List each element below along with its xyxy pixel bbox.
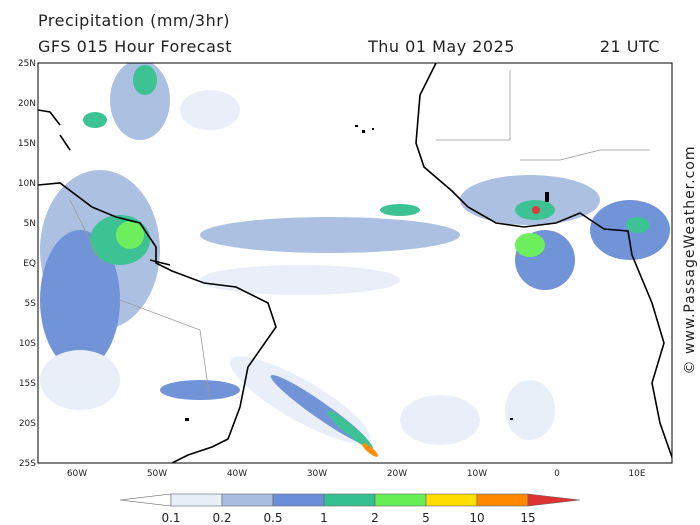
legend bbox=[119, 493, 581, 507]
legend-labels: 0.1 0.2 0.5 1 2 5 10 15 bbox=[161, 511, 535, 525]
title: Precipitation (mm/3hr) bbox=[38, 11, 230, 30]
lat-label: 15S bbox=[19, 379, 36, 389]
map bbox=[38, 63, 672, 463]
legend-label: 0.5 bbox=[263, 511, 282, 525]
subtitle: GFS 015 Hour Forecast bbox=[38, 37, 232, 56]
legend-label: 0.1 bbox=[161, 511, 180, 525]
legend-label: 2 bbox=[371, 511, 379, 525]
lon-label: 20W bbox=[387, 469, 407, 479]
lat-label: EQ bbox=[23, 259, 36, 269]
lon-label: 10E bbox=[628, 469, 645, 479]
lat-label: 10S bbox=[19, 339, 36, 349]
map-frame bbox=[37, 62, 673, 464]
lon-label: 0 bbox=[554, 469, 560, 479]
watermark: © www.PassageWeather.com bbox=[682, 145, 698, 374]
coastlines bbox=[38, 63, 672, 463]
lat-label: 20N bbox=[18, 99, 36, 109]
lat-label: 15N bbox=[18, 139, 36, 149]
lat-label: 10N bbox=[18, 179, 36, 189]
islands bbox=[185, 125, 549, 421]
precip bbox=[40, 63, 670, 457]
lon-label: 50W bbox=[147, 469, 167, 479]
lat-label: 25S bbox=[19, 459, 36, 469]
lon-label: 10W bbox=[467, 469, 487, 479]
legend-label: 15 bbox=[520, 511, 535, 525]
lon-label: 60W bbox=[67, 469, 87, 479]
legend-label: 10 bbox=[469, 511, 484, 525]
borders bbox=[69, 70, 650, 401]
lat-label: 5N bbox=[24, 219, 36, 229]
lon-label: 40W bbox=[227, 469, 247, 479]
lon-axis: 60W 50W 40W 30W 20W 10W 0 10E bbox=[67, 469, 646, 479]
lat-label: 5S bbox=[25, 299, 37, 309]
legend-label: 0.2 bbox=[212, 511, 231, 525]
legend-label: 5 bbox=[422, 511, 430, 525]
date: Thu 01 May 2025 bbox=[367, 37, 515, 56]
lat-axis: 25N 20N 15N 10N 5N EQ 5S 10S 15S 20S 25S bbox=[18, 59, 36, 469]
lat-label: 25N bbox=[18, 59, 36, 69]
legend-label: 1 bbox=[320, 511, 328, 525]
lon-label: 30W bbox=[307, 469, 327, 479]
time: 21 UTC bbox=[600, 37, 660, 56]
lat-label: 20S bbox=[19, 419, 36, 429]
